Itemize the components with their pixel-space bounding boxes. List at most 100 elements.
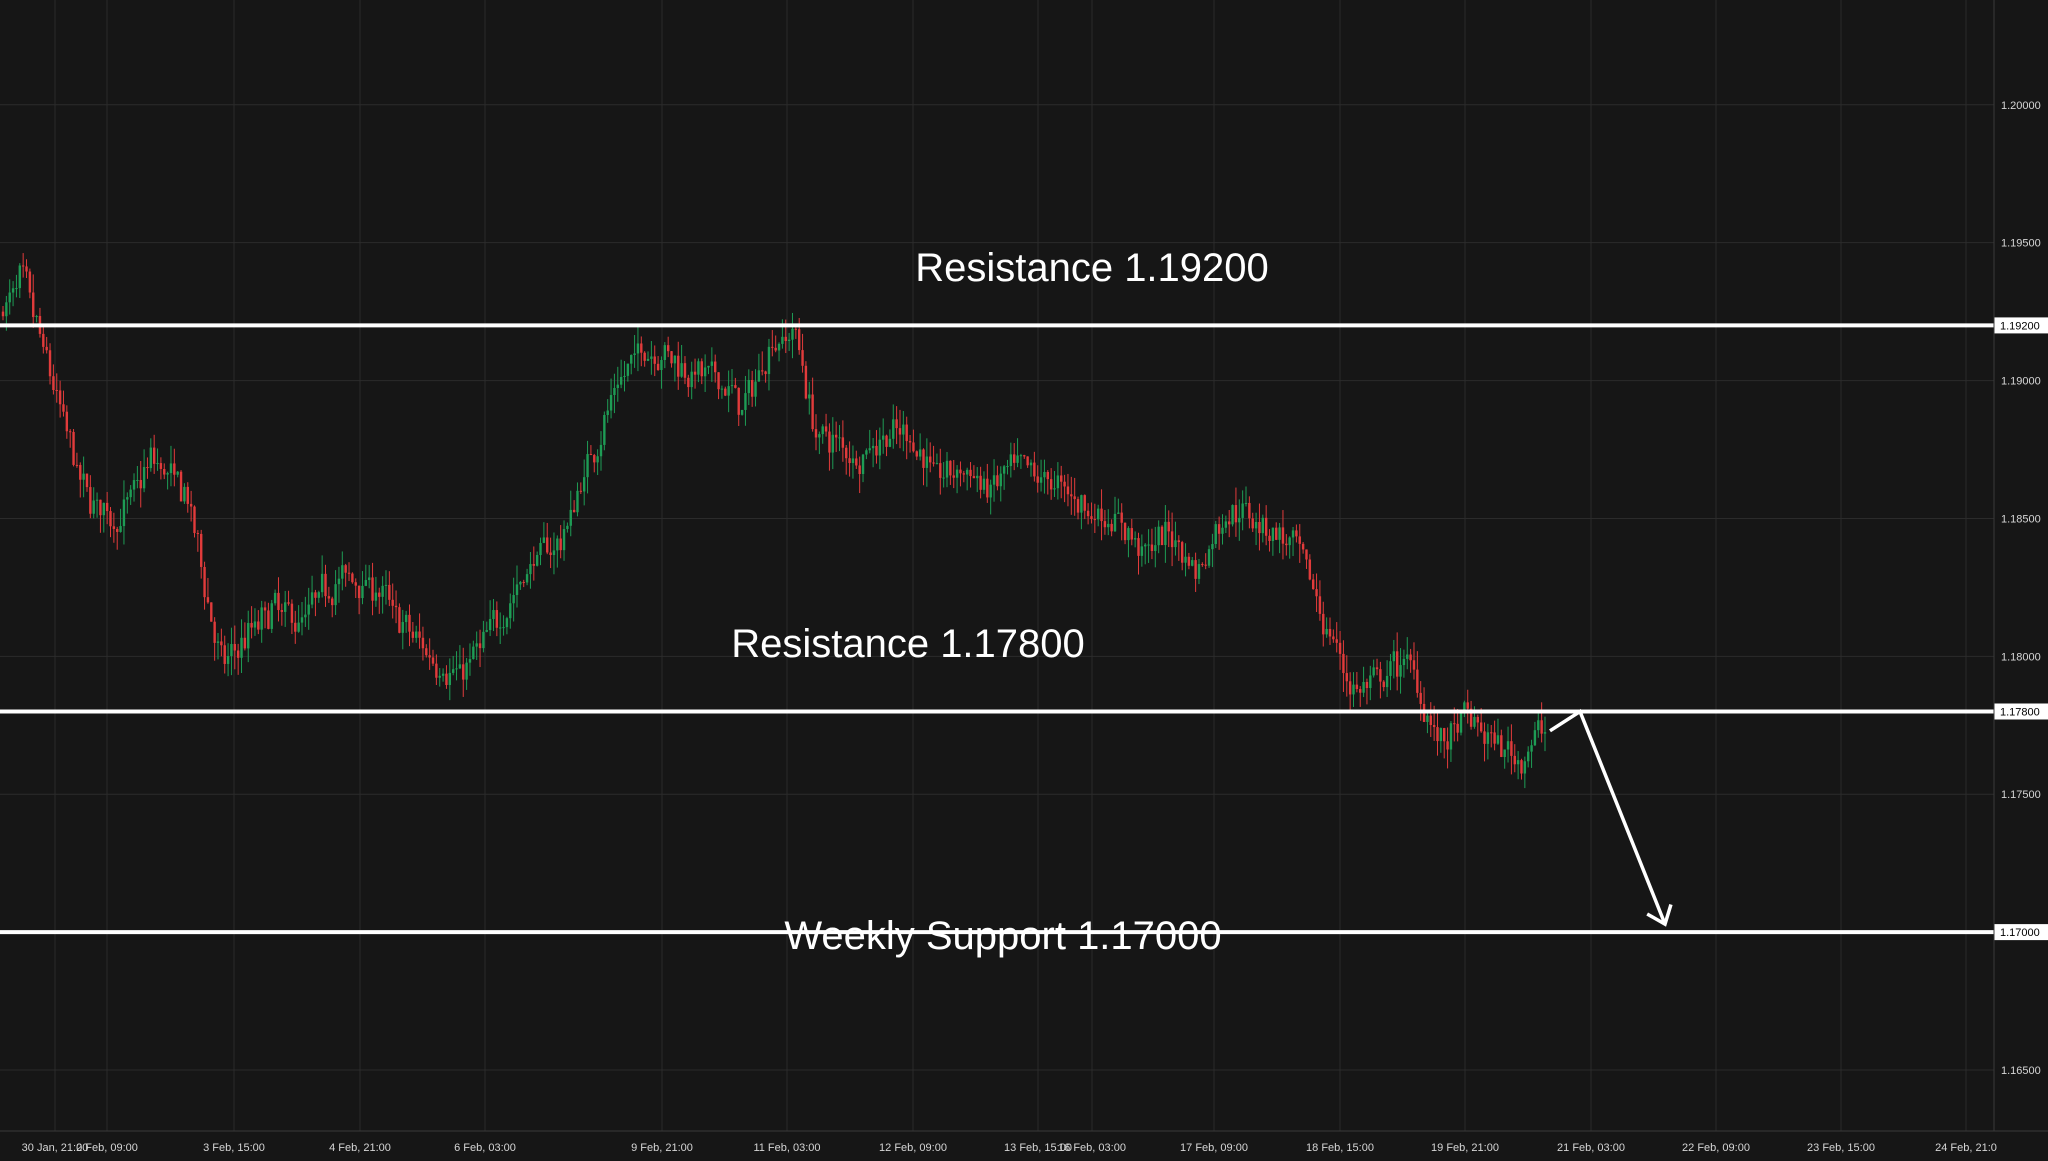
candle-body <box>593 455 596 463</box>
candle-body <box>361 585 364 599</box>
candle-body <box>15 288 18 290</box>
candle-body <box>1426 715 1429 722</box>
candle-body <box>32 292 35 318</box>
projection-arrow-layer <box>1549 708 1673 927</box>
candle-body <box>740 409 744 415</box>
candle-body <box>962 473 966 475</box>
candle-body <box>263 607 267 611</box>
x-tick-label: 23 Feb, 15:00 <box>1807 1142 1875 1154</box>
candle-body <box>868 448 871 451</box>
price-tag <box>1994 924 2048 941</box>
candle-body <box>1093 519 1097 521</box>
candle-body <box>176 471 179 475</box>
candle-body <box>1096 508 1100 520</box>
candle-body <box>394 605 398 608</box>
candle-body <box>418 631 421 638</box>
candle-body <box>1063 481 1066 487</box>
candle-body <box>589 454 593 456</box>
candle-body <box>939 463 942 478</box>
candle-body <box>1453 723 1456 725</box>
candle-body <box>1523 761 1527 774</box>
price-tag-text: 1.17000 <box>2000 927 2040 939</box>
candle-body <box>1177 540 1181 543</box>
candle-body <box>324 573 327 597</box>
candle-body <box>1479 722 1483 732</box>
candle-body <box>116 528 119 532</box>
candle-body <box>804 365 808 399</box>
candle-body <box>522 581 525 583</box>
candle-body <box>1036 476 1039 483</box>
candle-body <box>1002 466 1006 474</box>
candle-body <box>277 592 280 611</box>
candle-body <box>196 533 200 535</box>
candle-body <box>542 537 546 543</box>
candle-body <box>636 343 640 354</box>
candle-body <box>485 630 488 632</box>
candle-body <box>787 339 791 342</box>
candle-body <box>223 645 226 664</box>
candle-body <box>986 478 989 498</box>
candle-body <box>1107 523 1110 528</box>
candle-body <box>337 578 341 585</box>
candle-body <box>1446 741 1449 750</box>
candle-body <box>200 533 203 567</box>
candle-body <box>257 621 260 630</box>
projection-arrow <box>1549 708 1667 925</box>
candle-body <box>92 500 95 514</box>
candle-body <box>519 581 522 585</box>
candle-body <box>1486 732 1490 744</box>
candle-body <box>1359 689 1362 693</box>
candle-body <box>905 424 908 442</box>
candle-body <box>562 529 566 551</box>
candle-body <box>1325 628 1328 635</box>
candle-body <box>1372 667 1375 676</box>
candle-body <box>532 564 535 566</box>
candle-body <box>653 356 656 364</box>
candle-body <box>1248 502 1251 519</box>
candle-body <box>230 644 233 657</box>
x-tick-label: 11 Feb, 03:00 <box>753 1142 820 1154</box>
candle-body <box>969 469 972 477</box>
candle-body <box>1258 521 1261 534</box>
candle-body <box>1506 741 1510 750</box>
candle-body <box>603 415 606 445</box>
candle-body <box>851 458 855 464</box>
candle-body <box>599 444 603 457</box>
candle-body <box>1120 512 1123 523</box>
candle-body <box>1019 455 1023 457</box>
candle-body <box>1228 521 1231 525</box>
candle-body <box>878 439 882 456</box>
candle-body <box>976 475 979 479</box>
x-tick-label: 19 Feb, 21:00 <box>1431 1142 1499 1154</box>
candle-body <box>1500 735 1503 757</box>
candle-body <box>243 637 247 649</box>
candle-body <box>1066 486 1070 495</box>
candle-body <box>690 371 693 388</box>
candle-body <box>539 542 542 556</box>
candle-body <box>1261 517 1265 534</box>
candle-body <box>1436 727 1439 742</box>
candle-body <box>1402 658 1406 666</box>
candle-body <box>855 458 858 466</box>
candle-body <box>546 537 549 553</box>
candle-body <box>720 388 724 390</box>
candle-body <box>1060 475 1063 482</box>
candle-body <box>586 454 589 478</box>
candle-body <box>1493 732 1496 744</box>
candle-body <box>354 582 357 586</box>
candle-body <box>146 467 149 469</box>
candle-body <box>656 363 660 370</box>
candle-body <box>643 352 646 361</box>
candle-body <box>734 385 737 388</box>
candle-body <box>462 664 465 680</box>
candle-body <box>1144 544 1147 547</box>
candle-body <box>707 365 710 368</box>
levels-layer: 1.19200 1.17800 1.17000 <box>0 317 2048 941</box>
candle-body <box>435 663 438 678</box>
candle-body <box>552 550 556 556</box>
candle-body <box>613 387 616 396</box>
candle-body <box>626 363 630 376</box>
candle-body <box>875 445 878 456</box>
candle-body <box>109 511 112 527</box>
